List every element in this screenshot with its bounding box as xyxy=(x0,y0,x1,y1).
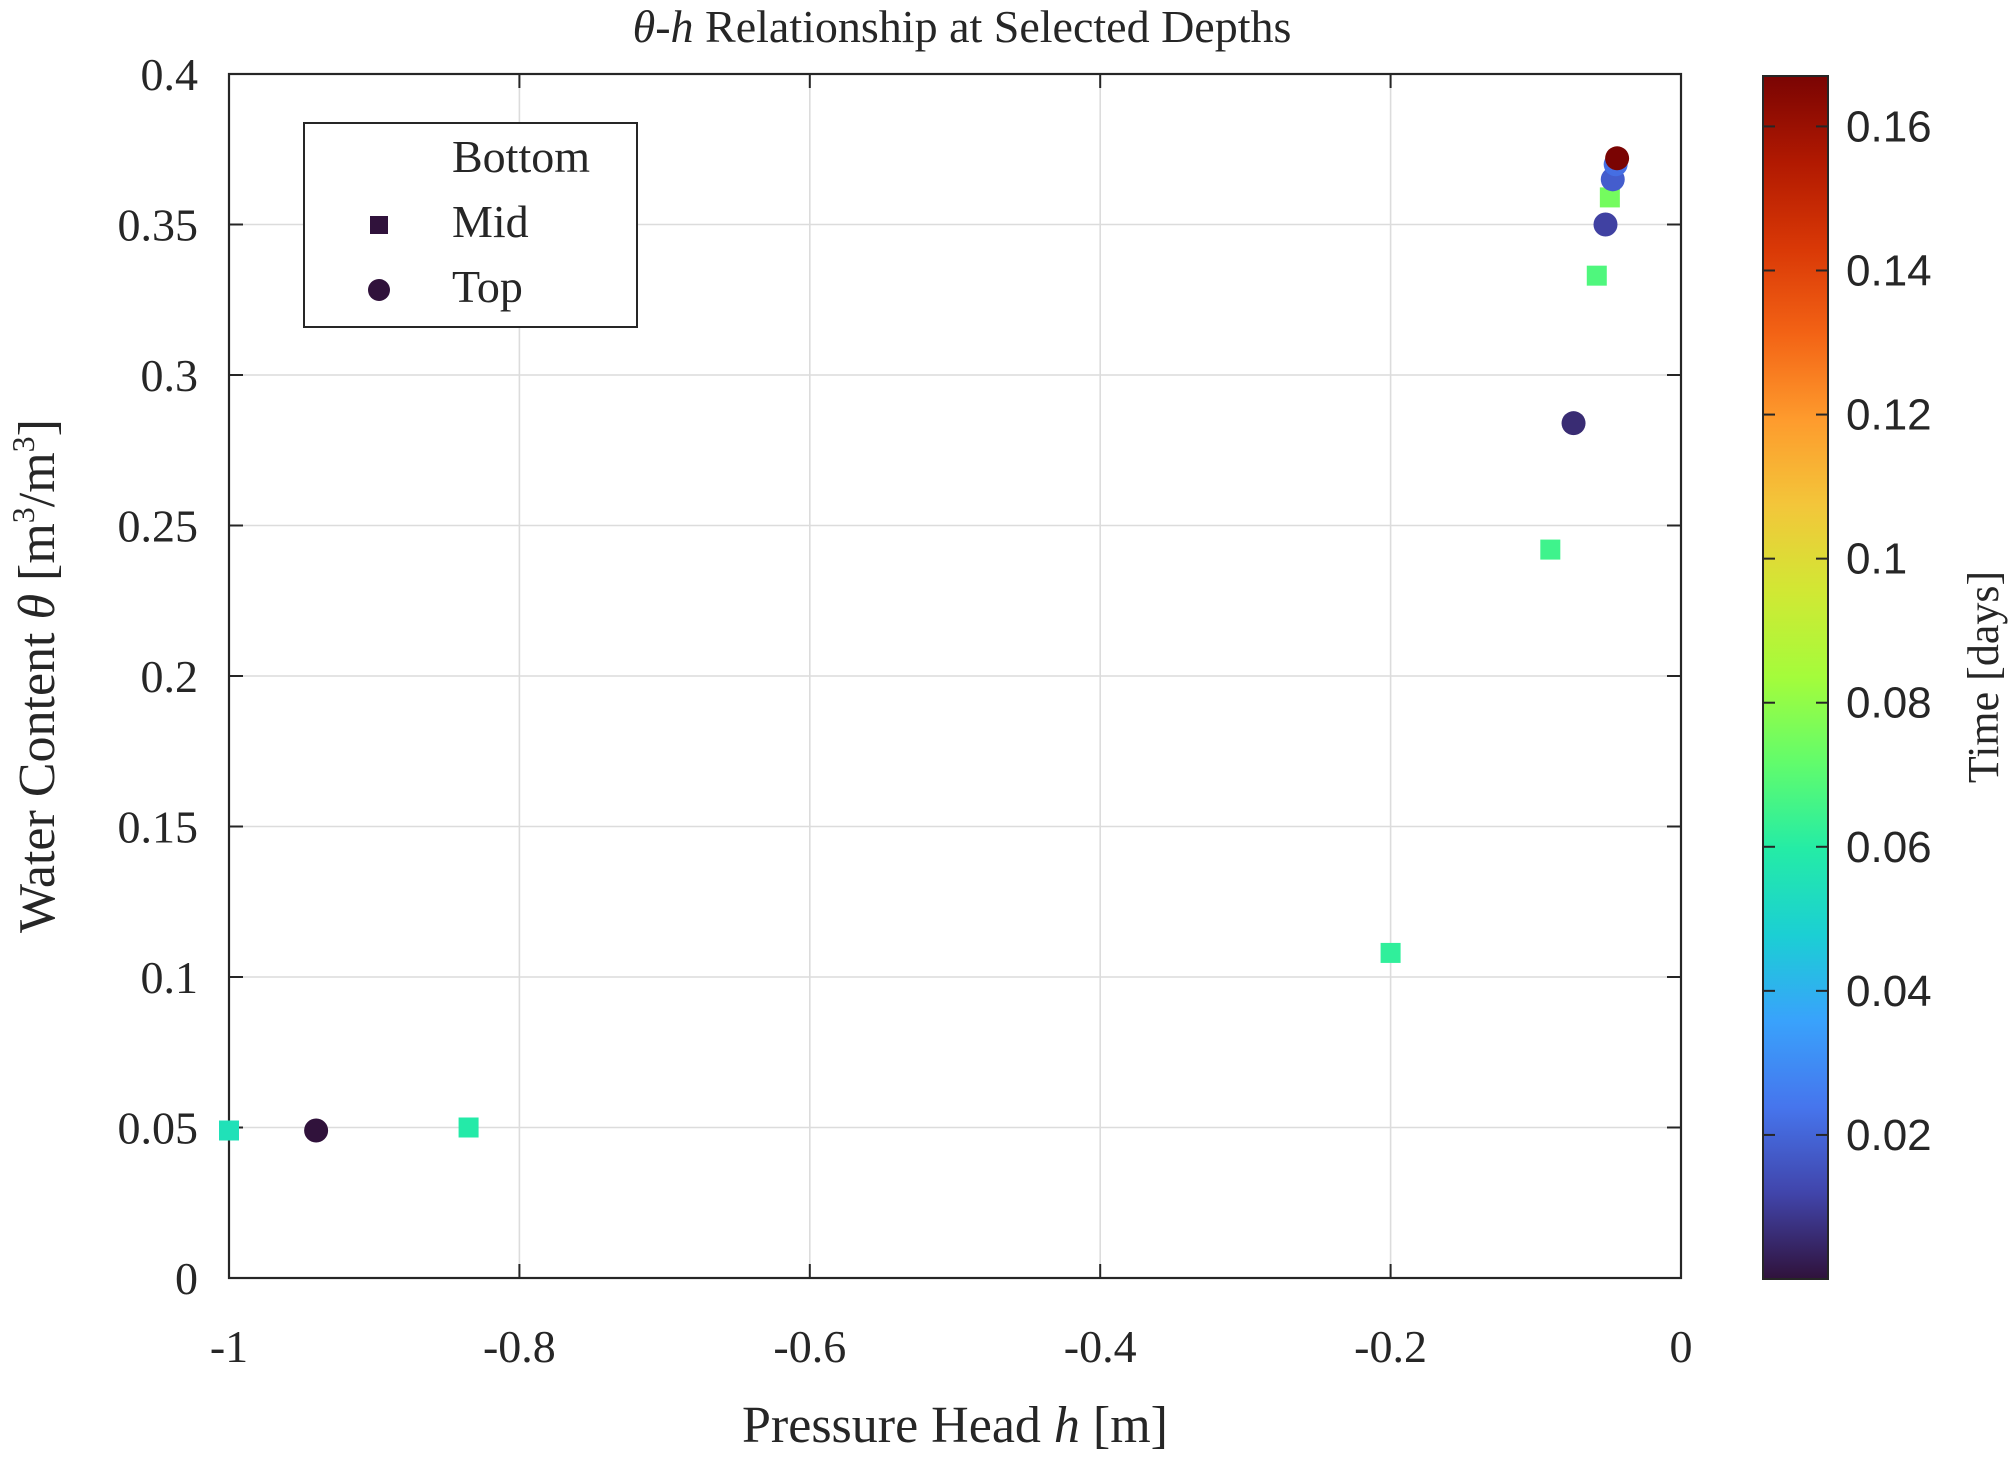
x-tick-label: -0.6 xyxy=(773,1321,846,1372)
legend-circle-marker xyxy=(368,279,390,301)
x-tick-label: -0.2 xyxy=(1354,1321,1427,1372)
y-tick-label: 0.4 xyxy=(141,49,199,100)
mid-square-marker xyxy=(1380,942,1401,963)
colorbar-tick-label: 0.02 xyxy=(1846,1111,1932,1160)
x-tick-label: -0.4 xyxy=(1064,1321,1137,1372)
top-circle-marker xyxy=(1593,212,1618,237)
colorbar-tick-label: 0.14 xyxy=(1846,246,1932,295)
legend-box xyxy=(303,122,638,328)
colorbar-gradient xyxy=(1763,76,1828,1279)
y-tick-label: 0.15 xyxy=(118,802,199,853)
top-circle-marker xyxy=(1561,411,1586,436)
y-tick-label: 0.05 xyxy=(118,1103,199,1154)
y-axis-label: Water Content θ [m3/m3] xyxy=(5,419,66,933)
y-tick-label: 0.25 xyxy=(118,501,199,552)
colorbar-frame xyxy=(1762,75,1829,1280)
x-tick-label: 0 xyxy=(1670,1321,1693,1372)
colorbar-tick-label: 0.16 xyxy=(1846,102,1932,151)
plot-frame xyxy=(227,72,1683,1280)
colorbar-tick-label: 0.1 xyxy=(1846,535,1907,584)
colorbar-tick-label: 0.08 xyxy=(1846,679,1932,728)
x-tick-label: -0.8 xyxy=(483,1321,556,1372)
mid-square-marker xyxy=(1586,265,1607,286)
mid-square-marker xyxy=(1599,187,1620,208)
chart-title: θ-h Relationship at Selected Depths xyxy=(633,1,1292,52)
colorbar-tick-label: 0.12 xyxy=(1846,391,1932,440)
colorbar-ticks: 0.02 0.04 0.06 0.08 0.1 0.12 0.14 0.16 xyxy=(1763,102,1932,1160)
colorbar-tick-label: 0.06 xyxy=(1846,823,1932,872)
y-tick-label: 0 xyxy=(175,1253,198,1304)
colorbar-label: Time [days] xyxy=(1959,571,2008,783)
top-circle-marker xyxy=(1605,146,1630,171)
x-tick-labels: -1 -0.8 -0.6 -0.4 -0.2 0 xyxy=(210,1321,1693,1372)
y-tick-label: 0.3 xyxy=(141,350,199,401)
x-tick-label: -1 xyxy=(210,1321,248,1372)
mid-square-marker xyxy=(458,1117,479,1138)
colorbar: 0.02 0.04 0.06 0.08 0.1 0.12 0.14 0.16 Time [da… xyxy=(1762,75,2008,1280)
top-circle-marker xyxy=(304,1118,329,1143)
legend-label-mid: Mid xyxy=(452,196,529,247)
y-tick-label: 0.2 xyxy=(141,651,199,702)
data-markers xyxy=(219,146,1630,1143)
legend-square-marker xyxy=(370,216,388,234)
colorbar-tick-label: 0.04 xyxy=(1846,967,1932,1016)
legend: Bottom Mid Top xyxy=(303,122,638,328)
y-tick-labels: 0 0.05 0.1 0.15 0.2 0.25 0.3 0.35 0.4 xyxy=(118,49,199,1304)
y-tick-label: 0.35 xyxy=(118,200,199,251)
legend-label-top: Top xyxy=(452,261,523,312)
mid-square-marker xyxy=(1540,539,1561,560)
mid-square-marker xyxy=(219,1120,239,1141)
x-axis-label: Pressure Head h [m] xyxy=(742,1397,1168,1454)
legend-label-bottom: Bottom xyxy=(452,131,590,182)
y-tick-label: 0.1 xyxy=(141,952,199,1003)
